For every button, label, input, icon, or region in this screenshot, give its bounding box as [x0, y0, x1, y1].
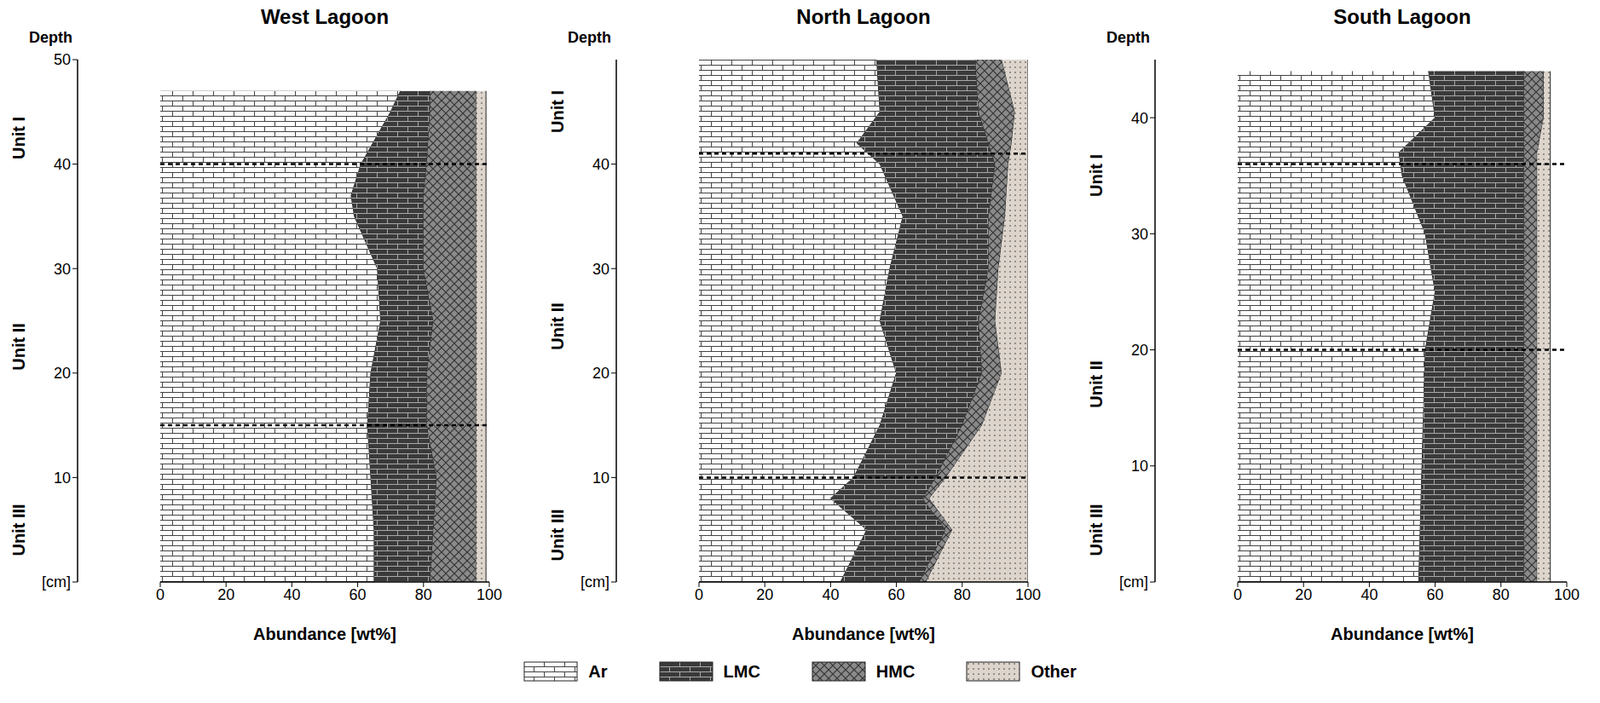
html-text:Unit I: Unit I	[547, 90, 567, 134]
svg-text:10: 10	[592, 469, 610, 487]
html-text:North Lagoon: North Lagoon	[796, 5, 931, 29]
html-text:Unit I: Unit I	[1086, 154, 1106, 198]
svg-text:20: 20	[217, 586, 235, 604]
svg-text:20: 20	[756, 586, 774, 604]
html-text:Unit III: Unit III	[1086, 503, 1106, 556]
html-text:Unit II: Unit II	[8, 323, 28, 371]
svg-text:100: 100	[1015, 586, 1041, 604]
svg-text:10: 10	[53, 469, 71, 487]
svg-text:30: 30	[1131, 225, 1149, 243]
svg-text:10: 10	[1131, 457, 1149, 475]
html-text:Depth: Depth	[567, 28, 612, 47]
svg-text:20: 20	[53, 364, 71, 382]
svg-text:[cm]: [cm]	[580, 573, 610, 591]
svg-text:40: 40	[592, 155, 610, 174]
svg-text:Abundance [wt%]: Abundance [wt%]	[791, 624, 936, 644]
html-text:Ar: Ar	[588, 661, 608, 681]
svg-text:80: 80	[953, 586, 971, 604]
svg-text:40: 40	[1131, 109, 1149, 128]
svg-text:80: 80	[1492, 586, 1510, 604]
svg-text:0: 0	[1233, 586, 1242, 604]
html-text:Depth: Depth	[1106, 28, 1150, 47]
html-text:Unit II: Unit II	[547, 302, 567, 350]
svg-text:0: 0	[694, 586, 704, 604]
svg-text:30: 30	[53, 260, 71, 278]
html-text:LMC: LMC	[723, 661, 761, 681]
html-text:Unit III: Unit III	[8, 503, 28, 556]
html-text:HMC: HMC	[876, 661, 915, 681]
svg-text:40: 40	[53, 155, 71, 174]
html-text:Depth: Depth	[28, 28, 73, 47]
svg-text:20: 20	[592, 364, 610, 382]
svg-text:100: 100	[1553, 586, 1580, 604]
svg-text:60: 60	[1426, 586, 1445, 604]
svg-text:20: 20	[1294, 586, 1312, 604]
svg-text:0: 0	[155, 586, 165, 604]
svg-text:40: 40	[821, 586, 839, 604]
svg-text:60: 60	[349, 586, 367, 604]
html-text:South Lagoon: South Lagoon	[1333, 5, 1471, 29]
html-text:Other: Other	[1030, 661, 1077, 681]
svg-text:[cm]: [cm]	[1119, 573, 1149, 591]
svg-text:20: 20	[1131, 341, 1149, 359]
svg-text:80: 80	[415, 586, 433, 604]
svg-text:Abundance [wt%]: Abundance [wt%]	[253, 624, 397, 644]
svg-text:[cm]: [cm]	[41, 573, 71, 591]
html-text:Unit II: Unit II	[1086, 361, 1106, 409]
svg-text:60: 60	[888, 586, 906, 604]
svg-text:40: 40	[1360, 586, 1378, 604]
svg-text:100: 100	[476, 586, 503, 604]
svg-text:50: 50	[53, 51, 71, 69]
html-text:Unit I: Unit I	[8, 116, 28, 160]
html-text:Unit III: Unit III	[547, 509, 567, 562]
html-text:West Lagoon: West Lagoon	[260, 5, 389, 29]
svg-text:30: 30	[592, 260, 610, 278]
svg-text:40: 40	[283, 586, 301, 604]
svg-text:Abundance [wt%]: Abundance [wt%]	[1330, 624, 1474, 644]
